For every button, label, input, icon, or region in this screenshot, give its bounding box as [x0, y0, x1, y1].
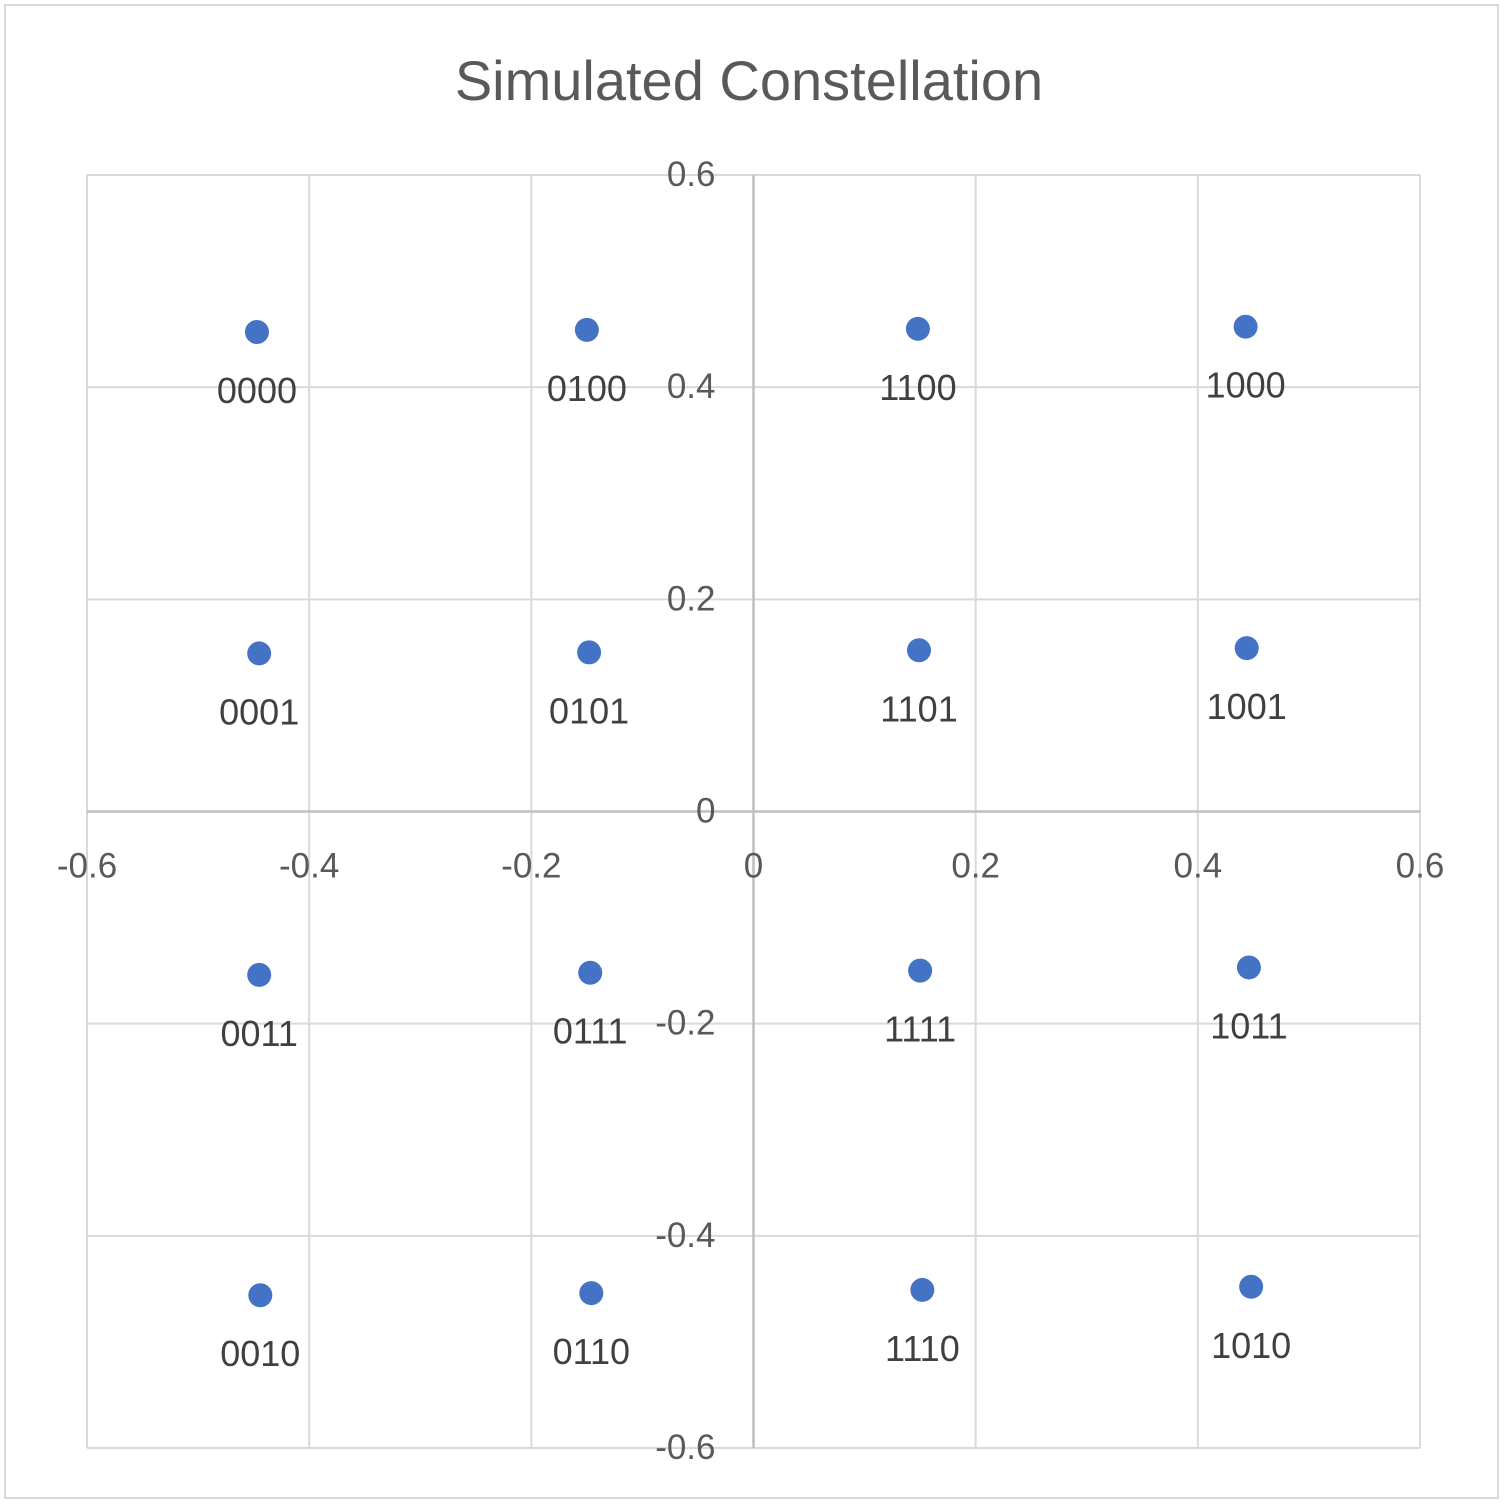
x-tick-label: 0	[744, 847, 763, 886]
data-point	[1239, 1274, 1264, 1299]
data-point	[1236, 955, 1261, 980]
x-tick-label: -0.6	[57, 847, 117, 886]
data-point	[248, 1283, 273, 1308]
data-point	[577, 640, 602, 665]
data-label: 0101	[549, 690, 629, 731]
y-tick-label: 0	[696, 792, 715, 831]
y-tick-label: -0.2	[655, 1004, 715, 1043]
y-tick-label: -0.6	[655, 1428, 715, 1467]
data-label: 1101	[880, 688, 957, 729]
data-point	[905, 316, 930, 341]
data-label: 0001	[219, 691, 299, 732]
data-point	[1233, 314, 1258, 339]
data-point	[244, 320, 269, 345]
data-label: 1011	[1210, 1005, 1287, 1046]
data-label: 1001	[1207, 686, 1287, 727]
data-label: 0010	[220, 1333, 300, 1374]
x-tick-label: 0.4	[1174, 847, 1223, 886]
data-label: 1100	[879, 367, 956, 408]
y-tick-label: 0.6	[667, 155, 716, 194]
data-point	[578, 960, 603, 985]
data-label: 1111	[884, 1009, 956, 1050]
data-label: 0011	[220, 1013, 297, 1054]
data-point	[1234, 636, 1259, 661]
x-tick-label: -0.2	[501, 847, 561, 886]
data-label: 0111	[553, 1011, 628, 1052]
data-label: 1110	[885, 1328, 960, 1369]
data-label: 1010	[1211, 1325, 1291, 1366]
data-point	[247, 962, 272, 987]
data-label: 0100	[547, 368, 627, 409]
data-point	[910, 1277, 935, 1302]
tick-labels: -0.6 -0.4 -0.2 0 0.2 0.4 0.6 -0.6 -0.4 -0.2 0 0.2 0.…	[57, 155, 1444, 1467]
x-tick-label: -0.4	[279, 847, 339, 886]
chart-title: Simulated Constellation	[455, 49, 1043, 112]
data-label: 0110	[553, 1331, 630, 1372]
data-label: 0000	[217, 370, 297, 411]
data-point	[579, 1281, 604, 1306]
data-point	[908, 958, 933, 983]
x-tick-label: 0.2	[951, 847, 1000, 886]
data-point	[247, 641, 272, 666]
data-points	[244, 314, 1264, 1308]
chart-area	[4, 4, 1499, 1499]
y-tick-label: -0.4	[655, 1216, 715, 1255]
data-point	[574, 317, 599, 342]
y-tick-label: 0.2	[667, 579, 716, 618]
x-tick-label: 0.6	[1396, 847, 1445, 886]
axes	[87, 175, 1420, 1448]
y-tick-label: 0.4	[667, 367, 716, 406]
data-point	[907, 638, 932, 663]
data-label: 1000	[1206, 365, 1286, 406]
